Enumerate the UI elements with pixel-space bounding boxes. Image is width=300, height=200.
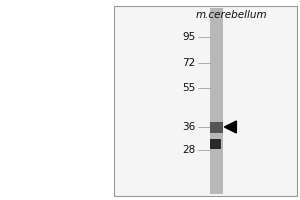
Text: m.cerebellum: m.cerebellum xyxy=(196,10,267,20)
Text: 72: 72 xyxy=(182,58,195,68)
Text: 95: 95 xyxy=(182,32,195,42)
Text: 36: 36 xyxy=(182,122,195,132)
Bar xyxy=(0,0,114,200)
Bar xyxy=(210,8,223,194)
Text: 28: 28 xyxy=(182,145,195,155)
Bar xyxy=(210,122,223,133)
Bar xyxy=(210,139,221,149)
Bar xyxy=(114,6,297,196)
Text: 55: 55 xyxy=(182,83,195,93)
Polygon shape xyxy=(224,121,236,133)
